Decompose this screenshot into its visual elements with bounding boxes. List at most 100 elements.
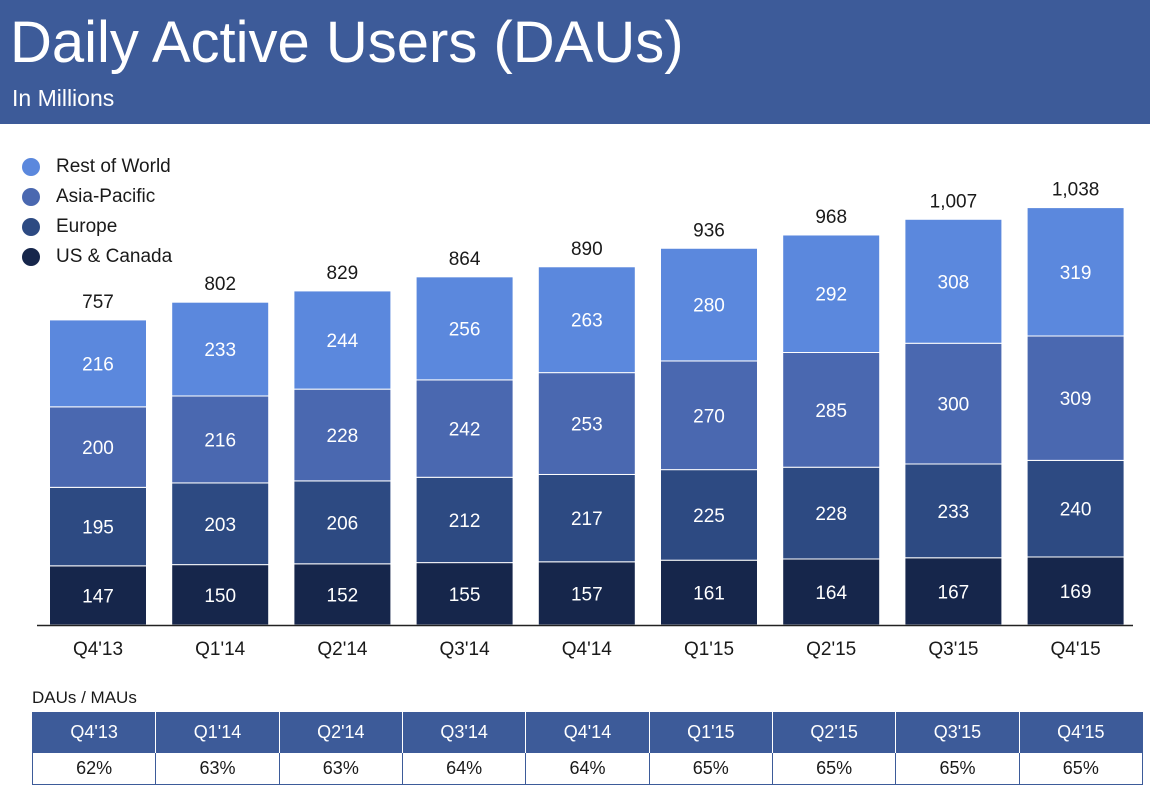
bar-segment-rest-of-world <box>904 218 1003 344</box>
page-subtitle: In Millions <box>12 85 115 111</box>
bar-value-label: 308 <box>938 272 970 293</box>
bar-total-label: 802 <box>204 274 236 295</box>
bar-segment-rest-of-world <box>293 290 392 390</box>
bar-total-label: 890 <box>571 239 603 260</box>
dau-mau-value-cell: 65% <box>895 752 1020 785</box>
legend-item-us-canada: US & Canada <box>22 242 172 272</box>
bar-segment-rest-of-world <box>660 247 758 362</box>
bar-value-label: 212 <box>449 511 481 532</box>
x-tick-label: Q2'15 <box>806 639 856 660</box>
legend-item-asia-pacific: Asia-Pacific <box>22 182 172 212</box>
bar-value-label: 233 <box>938 502 970 523</box>
bar-value-label: 216 <box>82 354 114 375</box>
bar-segment-rest-of-world <box>1026 207 1125 337</box>
dau-mau-value-cell: 65% <box>648 752 773 785</box>
legend-item-rest-of-world: Rest of World <box>22 152 172 182</box>
dau-mau-header-cell: Q4'15 <box>1018 712 1144 753</box>
bar-value-label: 216 <box>204 430 236 451</box>
bar-segment-europe <box>415 476 514 564</box>
header-banner: Daily Active Users (DAUs) In Millions <box>0 0 1150 124</box>
legend-item-europe: Europe <box>22 212 172 242</box>
x-tick-label: Q3'15 <box>928 639 978 660</box>
bar-value-label: 206 <box>327 513 359 534</box>
bar-value-label: 233 <box>204 340 236 361</box>
bar-segment-rest-of-world <box>782 234 881 354</box>
dau-mau-value-row: 62% 63% 63% 64% 64% 65% 65% 65% 65% <box>31 752 1144 785</box>
bar-segment-europe <box>782 466 881 560</box>
dau-mau-header-cell: Q2'14 <box>278 712 403 753</box>
bar-value-label: 319 <box>1060 263 1092 284</box>
chart-legend: Rest of World Asia-Pacific Europe US & C… <box>22 152 172 272</box>
legend-swatch-rest-of-world <box>22 158 40 176</box>
dau-mau-value-cell: 65% <box>1018 752 1144 785</box>
bar-segment-asia-pacific <box>293 388 392 482</box>
bar-value-label: 292 <box>815 285 847 306</box>
dau-mau-value-cell: 63% <box>278 752 403 785</box>
bar-value-label: 203 <box>204 515 236 536</box>
bar-value-label: 157 <box>571 584 603 605</box>
bar-value-label: 195 <box>82 518 114 539</box>
bar-value-label: 242 <box>449 420 481 441</box>
bar-total-label: 968 <box>815 207 847 228</box>
bar-segment-europe <box>537 473 636 563</box>
bar-value-label: 240 <box>1060 500 1092 521</box>
bar-value-label: 167 <box>938 582 970 603</box>
bar-value-label: 263 <box>571 311 603 332</box>
legend-label-europe: Europe <box>56 216 118 237</box>
bar-value-label: 150 <box>204 586 236 607</box>
bar-segment-us-canada <box>1026 556 1125 626</box>
x-tick-label: Q3'14 <box>440 639 491 660</box>
bar-segment-us-canada <box>415 562 514 626</box>
bar-value-label: 225 <box>693 506 725 527</box>
page-title: Daily Active Users (DAUs) <box>10 10 684 75</box>
bar-value-label: 152 <box>327 585 359 606</box>
bar-value-label: 147 <box>82 586 114 607</box>
bar-segment-asia-pacific <box>660 360 758 471</box>
bar-value-label: 256 <box>449 319 481 340</box>
bar-segment-europe <box>171 482 270 566</box>
bar-value-label: 161 <box>693 584 725 605</box>
bar-segment-us-canada <box>171 564 270 626</box>
dau-mau-table: Q4'13 Q1'14 Q2'14 Q3'14 Q4'14 Q1'15 Q2'15 Q3'15… <box>31 712 1144 785</box>
bar-segment-europe <box>293 480 392 565</box>
bar-value-label: 164 <box>815 583 847 604</box>
bar-value-label: 270 <box>693 406 725 427</box>
bar-value-label: 200 <box>82 438 114 459</box>
bar-value-label: 300 <box>938 395 970 416</box>
bar-segment-asia-pacific <box>49 406 147 488</box>
bar-segment-asia-pacific <box>904 342 1003 465</box>
bar-value-label: 253 <box>571 415 603 436</box>
bar-total-label: 936 <box>693 220 725 241</box>
legend-label-asia-pacific: Asia-Pacific <box>56 186 156 207</box>
bar-value-label: 285 <box>815 401 847 422</box>
x-tick-label: Q1'14 <box>195 639 246 660</box>
bar-segment-rest-of-world <box>537 266 636 374</box>
legend-swatch-europe <box>22 218 40 236</box>
dau-mau-value-cell: 64% <box>525 752 650 785</box>
bar-segment-europe <box>904 463 1003 559</box>
bar-segment-asia-pacific <box>1026 335 1125 461</box>
bar-segment-asia-pacific <box>415 379 514 478</box>
dau-mau-value-cell: 64% <box>401 752 527 785</box>
dau-mau-header-cell: Q3'14 <box>401 712 527 753</box>
dau-mau-header-cell: Q1'15 <box>648 712 773 753</box>
bar-value-label: 280 <box>693 296 725 317</box>
bar-value-label: 169 <box>1060 582 1092 603</box>
bar-value-label: 155 <box>449 585 481 606</box>
bar-total-label: 1,038 <box>1052 180 1100 201</box>
bar-total-label: 829 <box>327 263 359 284</box>
bar-value-label: 217 <box>571 509 603 530</box>
dau-mau-header-cell: Q2'15 <box>771 712 897 753</box>
bar-segment-asia-pacific <box>782 352 881 468</box>
dau-mau-header-cell: Q4'14 <box>525 712 650 753</box>
bar-segment-us-canada <box>660 559 758 626</box>
bar-segment-us-canada <box>782 558 881 626</box>
bar-segment-rest-of-world <box>415 276 514 381</box>
dau-mau-label: DAUs / MAUs <box>32 688 137 707</box>
legend-label-us-canada: US & Canada <box>56 246 173 267</box>
x-tick-label: Q2'14 <box>317 639 368 660</box>
legend-label-rest-of-world: Rest of World <box>56 156 171 177</box>
x-tick-label: Q4'13 <box>73 639 123 660</box>
bar-segment-asia-pacific <box>171 395 270 484</box>
dau-stacked-bar-chart: 147 195 200 216 757 Q4'13 150 203 216 233 802 Q1'14… <box>37 180 1133 660</box>
